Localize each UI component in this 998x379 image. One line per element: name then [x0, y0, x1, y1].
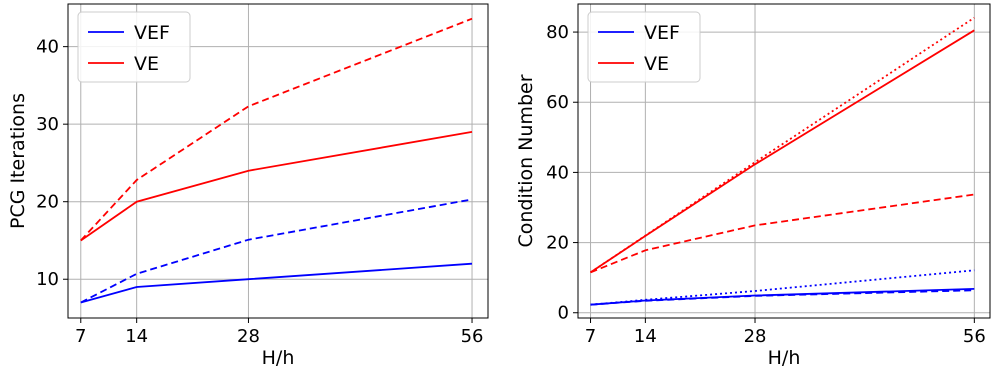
chart-panel-2: 7 14 28 56 0 20 40 60 80 H/h Condition Number VEF VE [515, 4, 990, 369]
legend-label: VE [644, 53, 669, 75]
legend-label: VEF [644, 22, 680, 44]
series-line-1-3 [81, 132, 472, 241]
y-tick-label: 30 [36, 114, 59, 135]
y-tick-label: 40 [546, 162, 569, 183]
x-tick-label: 28 [744, 326, 767, 347]
legend: VEF VE [78, 12, 190, 82]
legend: VEF VE [588, 12, 700, 82]
x-axis-label: H/h [768, 347, 801, 369]
series-line-2-2 [591, 290, 975, 304]
x-tick-label: 7 [585, 326, 596, 347]
legend-label: VEF [134, 22, 170, 44]
x-tick-label: 14 [125, 326, 148, 347]
y-tick-label: 60 [546, 92, 569, 113]
x-tick-label: 7 [75, 326, 86, 347]
chart-panel-1: 7 14 28 56 10 20 30 40 H/h PCG Iterations VEF VE [7, 4, 488, 369]
y-tick-label: 10 [36, 269, 59, 290]
x-tick-label: 56 [963, 326, 986, 347]
x-axis-label: H/h [262, 347, 295, 369]
y-tick-label: 0 [558, 303, 569, 324]
y-axis-label: PCG Iterations [7, 93, 29, 229]
x-tick-label: 56 [461, 326, 484, 347]
series-line-1-1 [81, 264, 472, 303]
y-tick-label: 20 [36, 192, 59, 213]
series-line-2-1 [591, 289, 975, 305]
y-tick-label: 20 [546, 233, 569, 254]
x-tick-label: 14 [634, 326, 657, 347]
y-tick-label: 40 [36, 37, 59, 58]
x-tick-label: 28 [237, 326, 260, 347]
y-axis-label: Condition Number [515, 74, 537, 247]
legend-label: VE [134, 53, 159, 75]
y-tick-label: 80 [546, 22, 569, 43]
